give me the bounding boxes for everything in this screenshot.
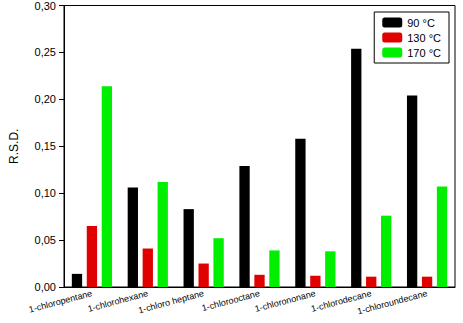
svg-text:130 °C: 130 °C (407, 32, 441, 44)
svg-text:0,30: 0,30 (35, 0, 56, 12)
svg-text:0,15: 0,15 (35, 140, 56, 152)
svg-text:1-chlorohexane: 1-chlorohexane (86, 288, 150, 314)
svg-text:R.S.D.: R.S.D. (7, 129, 21, 164)
svg-text:1-chlorononane: 1-chlorononane (254, 288, 317, 314)
svg-text:1-chloroundecane: 1-chloroundecane (356, 288, 428, 316)
svg-text:1-chlorodecane: 1-chlorodecane (310, 288, 373, 314)
svg-text:0,25: 0,25 (35, 46, 56, 58)
svg-text:1-chloro heptane: 1-chloro heptane (137, 288, 205, 315)
svg-text:0,05: 0,05 (35, 234, 56, 246)
svg-text:0,00: 0,00 (35, 281, 56, 293)
svg-text:0,20: 0,20 (35, 93, 56, 105)
svg-text:1-chlorooctane: 1-chlorooctane (201, 288, 261, 313)
svg-text:90 °C: 90 °C (407, 17, 435, 29)
svg-text:0,10: 0,10 (35, 187, 56, 199)
svg-text:170 °C: 170 °C (407, 47, 441, 59)
svg-text:1-chloropentane: 1-chloropentane (28, 288, 93, 315)
